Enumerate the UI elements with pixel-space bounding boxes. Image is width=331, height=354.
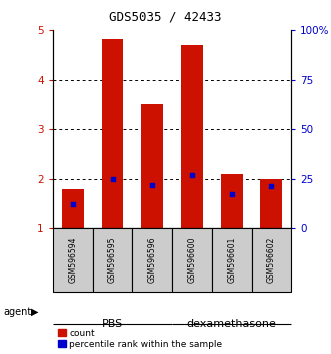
Point [150, 182, 155, 188]
Point [229, 191, 234, 196]
Bar [172, 228, 212, 292]
Text: GDS5035 / 42433: GDS5035 / 42433 [109, 11, 222, 24]
Text: GSM596596: GSM596596 [148, 237, 157, 284]
Point [110, 176, 115, 182]
Bar [221, 174, 243, 228]
Text: GSM596601: GSM596601 [227, 237, 236, 284]
Bar [252, 228, 291, 292]
Bar [260, 179, 282, 228]
Bar [212, 228, 252, 292]
Point [269, 183, 274, 189]
Bar [102, 39, 123, 228]
Text: ▶: ▶ [31, 307, 39, 316]
Bar [141, 104, 163, 228]
Text: GSM596602: GSM596602 [267, 237, 276, 284]
Bar [181, 45, 203, 228]
Text: GSM596594: GSM596594 [68, 237, 77, 284]
Legend: count, percentile rank within the sample: count, percentile rank within the sample [58, 328, 223, 349]
Text: PBS: PBS [102, 319, 123, 329]
Text: agent: agent [3, 307, 31, 316]
Text: GSM596600: GSM596600 [187, 237, 197, 284]
Bar [132, 228, 172, 292]
Text: GSM596595: GSM596595 [108, 237, 117, 284]
Text: dexamethasone: dexamethasone [187, 319, 277, 329]
Bar [93, 228, 132, 292]
Point [189, 172, 195, 178]
Bar [62, 189, 84, 228]
Point [70, 201, 75, 206]
Bar [53, 228, 93, 292]
